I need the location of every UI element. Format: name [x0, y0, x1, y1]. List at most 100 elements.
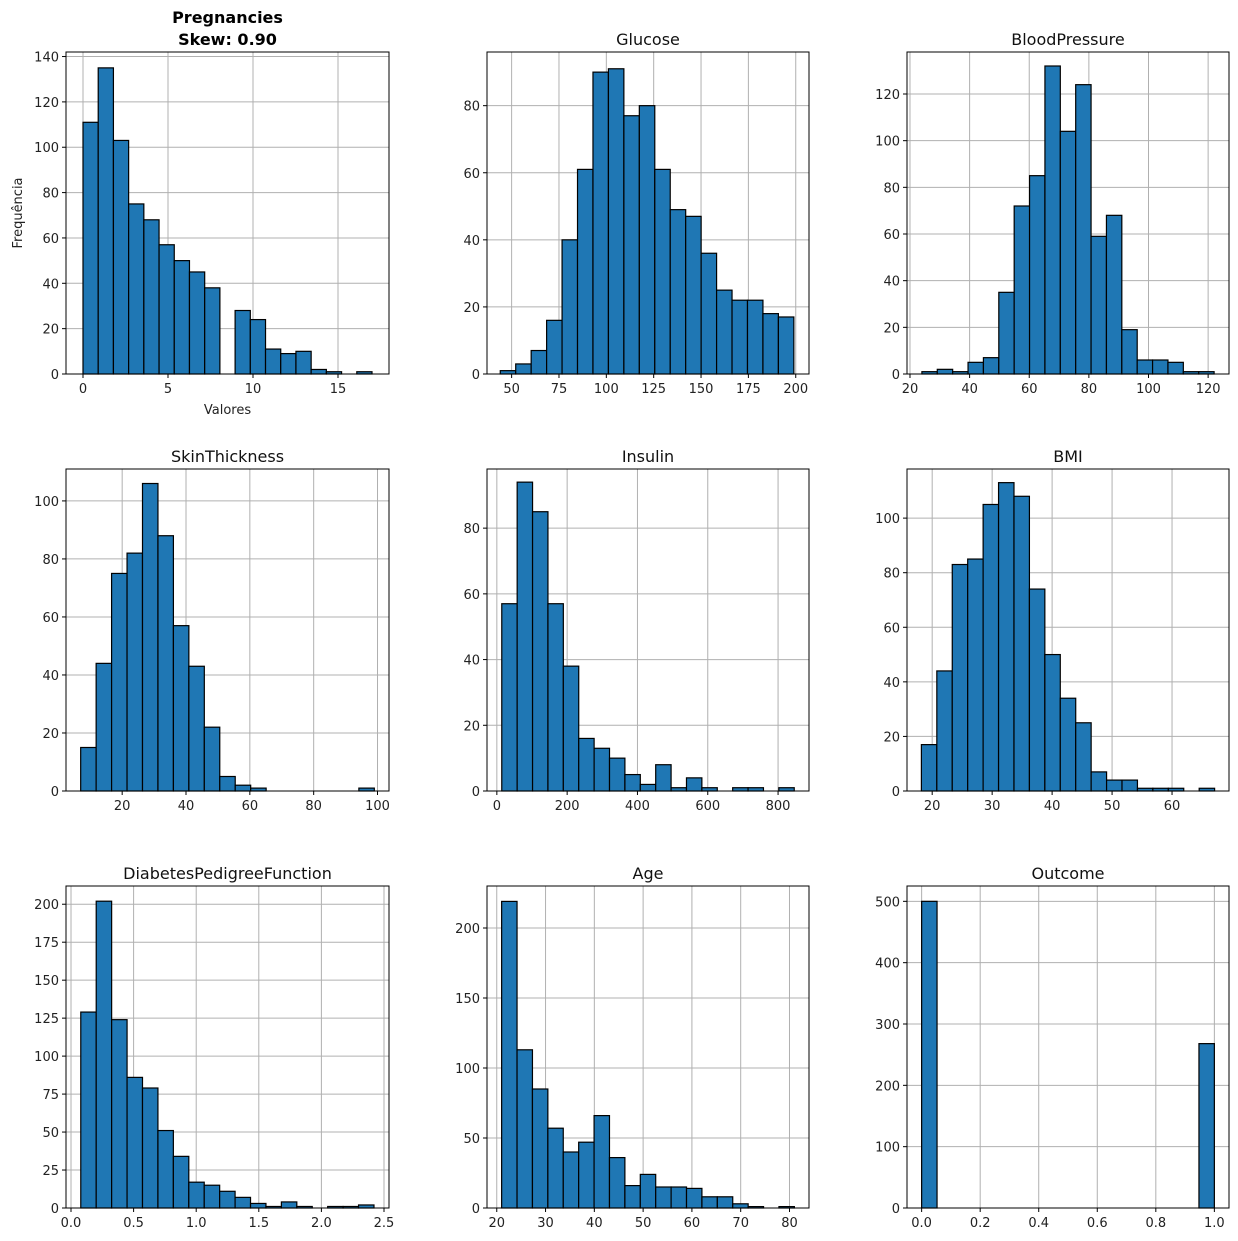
histogram-bar	[593, 1114, 611, 1209]
x-tick-label: 2.5	[374, 1216, 395, 1231]
histogram-bar	[593, 747, 611, 792]
histogram-bar	[219, 775, 236, 792]
y-tick-label: 40	[463, 234, 480, 249]
subplot-subtitle: Skew: 0.90	[178, 30, 277, 49]
x-tick-label: 100	[365, 799, 390, 814]
histogram-bar	[234, 1196, 252, 1209]
subplot-title: Insulin	[622, 447, 674, 466]
x-tick-label: 400	[625, 799, 650, 814]
axes-frame	[486, 468, 810, 792]
histogram-bar	[669, 209, 687, 375]
histogram-bar	[82, 121, 99, 375]
histogram-bar	[746, 299, 764, 375]
y-tick-label: 200	[875, 1079, 900, 1094]
y-tick-label: 80	[463, 100, 480, 115]
histogram-bar	[1013, 205, 1031, 375]
y-tick-label: 40	[463, 654, 480, 669]
histogram-bar	[280, 352, 297, 375]
y-tick-label: 60	[42, 611, 59, 626]
y-tick-label: 0	[51, 785, 59, 800]
x-tick-label: 800	[766, 799, 791, 814]
y-tick-label: 80	[42, 553, 59, 568]
y-tick-label: 0	[892, 785, 900, 800]
x-tick-label: 100	[594, 382, 619, 397]
histogram-bar	[1151, 359, 1169, 375]
x-tick-label: 20	[114, 799, 131, 814]
x-tick-label: 50	[1104, 799, 1121, 814]
x-tick-label: 50	[635, 1216, 652, 1231]
x-tick-label: 75	[551, 382, 568, 397]
histogram-bar	[143, 219, 160, 375]
histogram-bar	[1136, 359, 1154, 375]
histogram-bar	[173, 260, 191, 375]
histogram-bar	[685, 1187, 703, 1209]
x-tick-label: 120	[1196, 382, 1221, 397]
histogram-bar	[249, 318, 267, 375]
histogram-bar	[1198, 1043, 1215, 1209]
subplot-title: Age	[633, 864, 664, 883]
histogram-bar	[264, 348, 282, 375]
y-tick-label: 40	[42, 277, 59, 292]
y-tick-label: 100	[34, 1050, 59, 1065]
subplot-title: BloodPressure	[1011, 30, 1124, 49]
subplot-title: BMI	[1053, 447, 1083, 466]
x-tick-label: 5	[164, 382, 172, 397]
x-tick-label: 60	[1021, 382, 1038, 397]
y-tick-label: 0	[892, 368, 900, 383]
x-tick-label: 0	[79, 382, 87, 397]
y-tick-label: 0	[472, 785, 480, 800]
histogram-bar	[188, 665, 205, 792]
y-tick-label: 100	[875, 512, 900, 527]
subplot-diabetespedigreefunction: 0.0 0.5 1.0 1.5 2.0 2.5 0 25 50 75 100 125 150 175 200…	[34, 864, 394, 1231]
x-tick-label: 0.6	[1087, 1216, 1108, 1231]
y-axis-label: Frequência	[11, 177, 26, 248]
histogram-bar	[172, 625, 190, 792]
y-tick-label: 120	[875, 88, 900, 103]
histogram-bar	[112, 139, 130, 375]
subplot-bloodpressure: 20 40 60 80 100 120020406080100120BloodPressu…	[875, 30, 1230, 397]
histogram-bar	[639, 1173, 657, 1209]
histogram-bar	[608, 757, 626, 792]
histogram-bar	[188, 1181, 205, 1209]
x-tick-label: 1.5	[248, 1216, 269, 1231]
x-tick-label: 60	[242, 799, 259, 814]
histogram-bar	[295, 350, 312, 375]
histogram-bar	[501, 900, 518, 1209]
x-tick-label: 1.0	[1204, 1216, 1225, 1231]
histogram-bar	[592, 71, 610, 375]
histogram-bar	[126, 1076, 144, 1209]
subplot-title: DiabetesPedigreeFunction	[123, 864, 332, 883]
histogram-bar	[1044, 65, 1061, 375]
y-tick-label: 40	[42, 669, 59, 684]
y-tick-label: 75	[42, 1088, 59, 1103]
subplot-insulin: 0 200 400 600 800 0 20 40 60 80 Insulin	[463, 447, 810, 814]
x-axis-label: Valores	[204, 403, 251, 418]
histogram-bar	[111, 1019, 128, 1209]
histogram-bar	[654, 168, 671, 375]
histogram-bar	[1090, 235, 1108, 375]
y-tick-label: 0	[51, 1202, 59, 1217]
histogram-bar	[203, 1184, 221, 1209]
x-tick-label: 20	[488, 1216, 505, 1231]
histogram-bar	[1075, 722, 1092, 792]
y-tick-label: 100	[455, 1062, 480, 1077]
axes-frame	[906, 885, 1230, 1209]
histogram-bar	[547, 1127, 564, 1209]
y-tick-label: 400	[875, 957, 900, 972]
histogram-bar	[97, 67, 115, 375]
x-tick-label: 30	[537, 1216, 554, 1231]
x-tick-label: 0.0	[61, 1216, 82, 1231]
histogram-bar	[546, 319, 563, 375]
y-tick-label: 300	[875, 1018, 900, 1033]
x-tick-label: 50	[503, 382, 520, 397]
histogram-bar	[777, 316, 795, 375]
x-tick-label: 40	[961, 382, 978, 397]
axes-frame	[486, 51, 810, 375]
subplot-title: Pregnancies	[172, 8, 283, 27]
histogram-bar	[516, 481, 534, 792]
histogram-bar	[920, 744, 938, 792]
x-tick-label: 40	[178, 799, 195, 814]
histogram-bar	[158, 244, 175, 375]
histogram-bar	[110, 572, 128, 792]
y-tick-label: 175	[34, 936, 59, 951]
